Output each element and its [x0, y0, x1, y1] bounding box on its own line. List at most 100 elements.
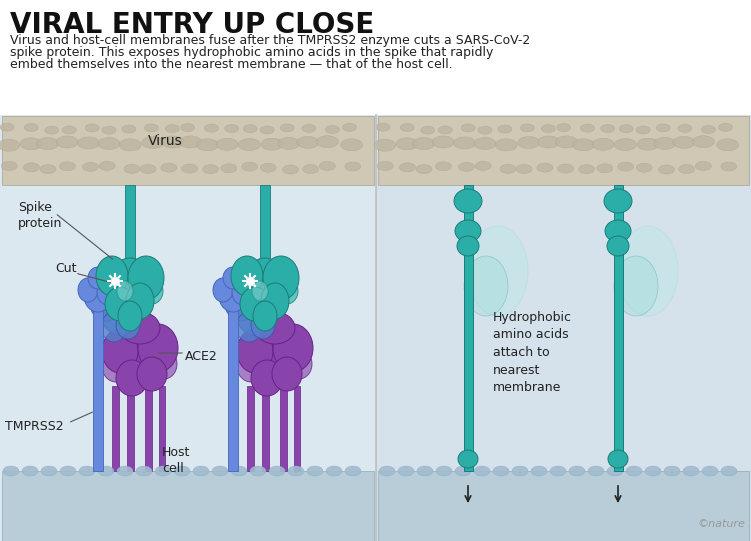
Text: Spike
protein: Spike protein [18, 201, 62, 230]
Ellipse shape [251, 360, 283, 396]
Ellipse shape [417, 466, 433, 476]
Text: Hydrophobic
amino acids
attach to
nearest
membrane: Hydrophobic amino acids attach to neares… [493, 311, 572, 394]
Ellipse shape [454, 189, 482, 213]
Ellipse shape [181, 123, 195, 131]
Ellipse shape [341, 139, 363, 151]
Ellipse shape [144, 124, 158, 132]
Ellipse shape [97, 279, 119, 305]
Text: Virus: Virus [148, 134, 182, 148]
Ellipse shape [119, 139, 141, 151]
Ellipse shape [319, 161, 336, 170]
Ellipse shape [455, 466, 471, 476]
Ellipse shape [601, 124, 614, 133]
Ellipse shape [83, 162, 98, 171]
Ellipse shape [151, 349, 177, 379]
Ellipse shape [400, 163, 415, 172]
Ellipse shape [607, 236, 629, 256]
Ellipse shape [85, 124, 99, 132]
Ellipse shape [84, 280, 112, 312]
Ellipse shape [90, 285, 122, 321]
Ellipse shape [124, 164, 140, 174]
Text: Cut: Cut [55, 262, 77, 275]
Bar [2, 116, 374, 185]
Ellipse shape [98, 280, 122, 308]
Ellipse shape [120, 312, 160, 344]
Ellipse shape [212, 466, 228, 476]
Ellipse shape [436, 466, 452, 476]
Ellipse shape [137, 357, 167, 391]
Ellipse shape [379, 466, 395, 476]
Ellipse shape [550, 466, 566, 476]
Ellipse shape [376, 123, 390, 131]
Ellipse shape [100, 287, 140, 335]
Bar [2, 471, 374, 541]
Ellipse shape [56, 136, 78, 148]
Bar [247, 386, 254, 471]
Ellipse shape [656, 124, 670, 132]
Ellipse shape [261, 138, 283, 150]
Ellipse shape [128, 256, 164, 300]
Ellipse shape [243, 125, 257, 133]
Ellipse shape [273, 324, 313, 372]
Ellipse shape [531, 466, 547, 476]
Ellipse shape [664, 466, 680, 476]
Ellipse shape [645, 466, 661, 476]
Ellipse shape [618, 162, 634, 171]
Bar [93, 296, 103, 471]
Ellipse shape [269, 466, 285, 476]
Ellipse shape [242, 162, 258, 171]
Ellipse shape [604, 189, 632, 213]
Ellipse shape [223, 267, 243, 289]
Ellipse shape [213, 278, 233, 302]
Ellipse shape [98, 137, 120, 149]
Ellipse shape [278, 137, 300, 149]
Ellipse shape [101, 312, 127, 342]
Text: VIRAL ENTRY UP CLOSE: VIRAL ENTRY UP CLOSE [10, 11, 374, 39]
Ellipse shape [719, 123, 732, 131]
Ellipse shape [126, 283, 154, 319]
Text: TMPRSS2: TMPRSS2 [5, 419, 64, 432]
Ellipse shape [302, 124, 316, 133]
Ellipse shape [219, 280, 247, 312]
Ellipse shape [619, 125, 633, 133]
Ellipse shape [122, 125, 136, 133]
Ellipse shape [636, 163, 652, 172]
Ellipse shape [653, 137, 676, 149]
Ellipse shape [459, 162, 475, 171]
Ellipse shape [597, 164, 613, 173]
Text: embed themselves into the nearest membrane — that of the host cell.: embed themselves into the nearest membra… [10, 58, 453, 71]
Ellipse shape [464, 256, 508, 316]
Ellipse shape [659, 165, 674, 174]
Ellipse shape [701, 126, 716, 134]
Ellipse shape [475, 161, 491, 170]
Ellipse shape [237, 329, 273, 373]
Ellipse shape [607, 466, 623, 476]
Ellipse shape [88, 267, 108, 289]
Ellipse shape [716, 139, 739, 151]
Ellipse shape [396, 138, 418, 150]
Ellipse shape [438, 126, 452, 134]
Ellipse shape [468, 226, 528, 316]
Ellipse shape [342, 123, 357, 131]
Ellipse shape [297, 136, 319, 148]
Ellipse shape [637, 138, 659, 150]
Ellipse shape [500, 164, 516, 174]
Ellipse shape [62, 126, 76, 134]
Ellipse shape [2, 161, 17, 170]
Ellipse shape [272, 357, 302, 391]
Ellipse shape [260, 163, 276, 172]
Ellipse shape [316, 136, 339, 148]
Ellipse shape [232, 279, 254, 305]
Ellipse shape [374, 139, 396, 151]
Ellipse shape [605, 220, 631, 242]
Bar [614, 185, 623, 471]
Ellipse shape [255, 312, 295, 344]
Ellipse shape [636, 126, 650, 134]
Bar [125, 185, 135, 266]
Ellipse shape [44, 126, 59, 134]
Ellipse shape [618, 226, 678, 316]
Ellipse shape [326, 466, 342, 476]
Ellipse shape [233, 280, 257, 308]
Ellipse shape [197, 139, 219, 151]
Ellipse shape [400, 123, 415, 131]
